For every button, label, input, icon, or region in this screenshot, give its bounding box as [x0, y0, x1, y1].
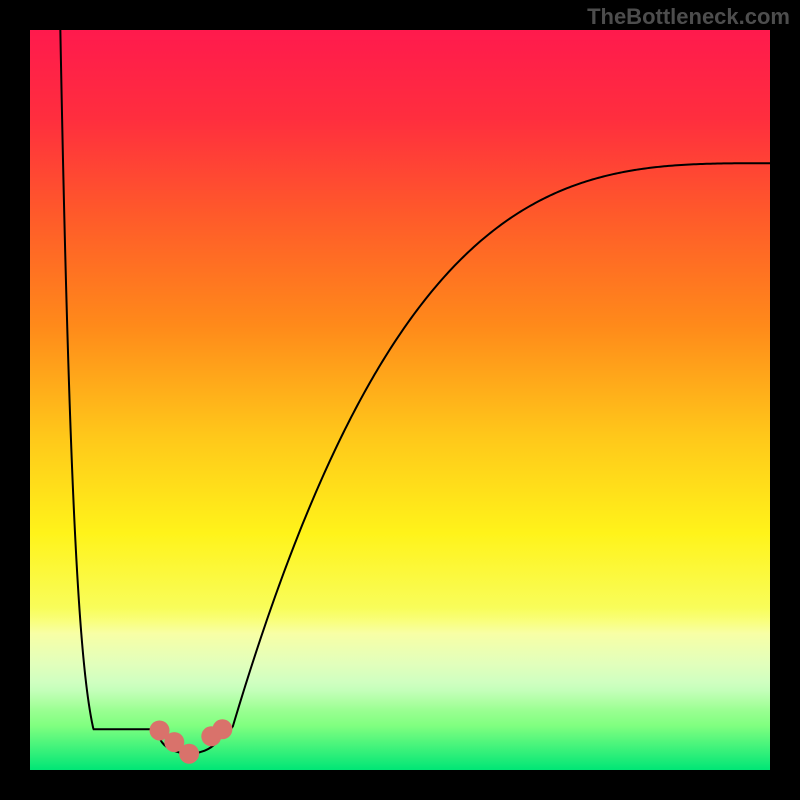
plot-area [30, 30, 770, 770]
chart-container: TheBottleneck.com [0, 0, 800, 800]
trough-marker [212, 719, 232, 739]
trough-marker [179, 744, 199, 764]
pale-band [30, 607, 770, 711]
bottleneck-chart [30, 30, 770, 770]
attribution-label: TheBottleneck.com [587, 4, 790, 30]
